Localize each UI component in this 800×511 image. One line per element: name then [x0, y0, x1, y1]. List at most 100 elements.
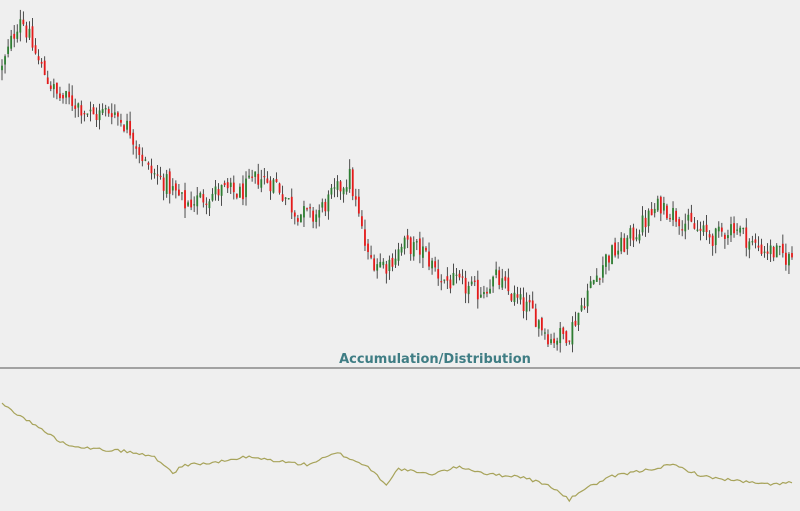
candle-up	[672, 207, 674, 221]
candle-down	[275, 179, 278, 182]
candle-down	[699, 228, 702, 231]
candle-down	[205, 203, 208, 206]
candle-up	[601, 265, 604, 278]
candle-up	[727, 235, 729, 239]
candle-down	[528, 300, 531, 303]
candle-up	[388, 259, 391, 271]
candle-up	[199, 193, 202, 198]
candle-down	[540, 317, 543, 331]
candle-up	[580, 305, 583, 311]
candle-down	[568, 340, 571, 342]
candle-down	[754, 239, 757, 243]
candle-up	[501, 278, 504, 288]
candle-up	[412, 242, 415, 257]
candle-down	[757, 245, 760, 248]
candle-up	[470, 281, 473, 285]
candle-up	[422, 246, 424, 258]
candle-up	[126, 120, 128, 130]
candle-up	[7, 46, 10, 54]
candle-up	[89, 109, 92, 112]
candle-down	[464, 277, 467, 294]
candle-down	[132, 132, 135, 145]
candle-up	[443, 279, 446, 281]
candle-up	[492, 276, 494, 287]
candle-down	[434, 261, 437, 268]
candle-down	[202, 194, 205, 203]
candle-down	[95, 114, 98, 121]
candle-down	[269, 180, 272, 192]
candle-up	[318, 210, 321, 218]
candle-up	[519, 294, 522, 300]
candle-down	[312, 210, 315, 222]
candle-up	[662, 203, 665, 211]
candle-down	[92, 107, 95, 115]
candle-down	[669, 218, 671, 220]
candle-up	[483, 292, 485, 295]
candle-up	[1, 65, 3, 71]
candle-up	[751, 241, 754, 243]
candle-up	[617, 250, 620, 255]
candle-up	[452, 272, 455, 286]
candle-down	[531, 300, 534, 309]
candle-down	[476, 279, 479, 300]
candle-up	[52, 84, 55, 90]
candle-down	[62, 94, 64, 99]
indicator-title: Accumulation/Distribution	[339, 352, 531, 367]
candle-up	[559, 328, 562, 343]
candle-up	[101, 109, 104, 113]
candle-up	[620, 237, 623, 252]
candle-down	[217, 189, 220, 196]
candle-up	[248, 175, 250, 178]
candle-up	[431, 260, 433, 269]
candle-down	[507, 277, 510, 292]
candle-down	[156, 174, 159, 176]
candle-down	[168, 171, 171, 194]
candle-up	[86, 113, 89, 115]
candle-up	[208, 201, 211, 209]
candle-down	[232, 182, 235, 193]
candle-down	[760, 244, 763, 254]
candle-up	[635, 237, 638, 240]
candle-up	[345, 187, 348, 192]
candle-down	[68, 91, 71, 98]
candle-up	[586, 290, 589, 307]
candle-up	[730, 224, 732, 236]
candle-down	[708, 234, 711, 238]
candle-up	[397, 249, 400, 261]
candle-up	[113, 112, 116, 115]
candle-up	[28, 28, 31, 38]
candle-down	[659, 196, 662, 214]
candle-up	[287, 198, 290, 200]
candle-up	[415, 241, 418, 243]
candle-down	[135, 146, 138, 149]
candle-down	[263, 175, 266, 178]
candle-down	[437, 269, 440, 279]
candle-down	[449, 279, 452, 289]
candle-down	[159, 175, 162, 178]
candle-down	[59, 93, 61, 99]
candle-down	[31, 26, 34, 48]
candle-down	[409, 237, 412, 254]
candle-down	[425, 247, 427, 251]
candle-up	[739, 227, 742, 233]
candle-up	[77, 103, 80, 108]
candle-up	[763, 251, 766, 253]
candle-down	[141, 154, 144, 162]
candle-down	[361, 216, 363, 227]
candle-up	[144, 159, 147, 161]
candle-up	[467, 285, 470, 295]
candle-down	[80, 105, 83, 116]
candle-down	[110, 113, 113, 118]
candle-up	[479, 294, 482, 298]
candle-down	[574, 320, 577, 326]
candle-up	[626, 237, 629, 250]
candle-up	[775, 245, 778, 258]
candle-up	[736, 229, 739, 231]
candle-up	[65, 91, 67, 98]
candle-down	[351, 169, 354, 197]
candle-down	[733, 223, 735, 234]
candle-down	[339, 181, 342, 192]
candle-up	[171, 186, 174, 191]
candle-up	[376, 264, 379, 271]
